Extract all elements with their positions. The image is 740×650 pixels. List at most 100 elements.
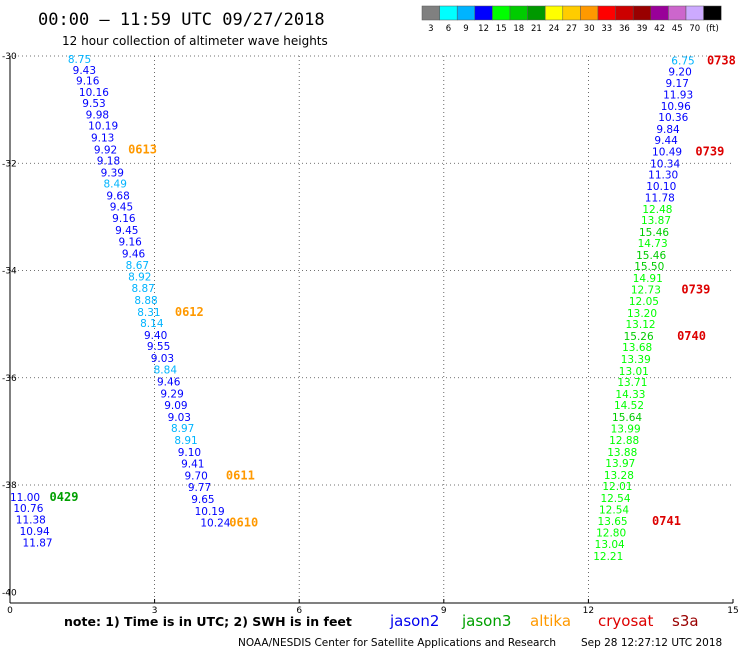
pass-time-label: 0739 (681, 282, 710, 296)
wave-height-label: 9.09 (164, 400, 187, 412)
color-swatch (492, 5, 511, 21)
wave-height-label: 14.33 (615, 389, 645, 401)
wave-height-label: 13.01 (619, 366, 649, 378)
wave-height-label: 9.70 (184, 470, 207, 482)
color-swatch (580, 5, 599, 21)
color-swatch (632, 5, 652, 21)
wave-height-label: 12.01 (602, 481, 632, 493)
wave-height-label: 13.99 (611, 424, 641, 436)
wave-height-label: 8.14 (140, 318, 164, 330)
wave-height-label: 13.87 (641, 215, 671, 227)
color-scale-label: 27 (566, 24, 577, 34)
pass-time-label: 0738 (707, 53, 736, 67)
color-swatch (685, 5, 704, 21)
wave-height-label: 8.92 (128, 271, 151, 283)
x-tick-label: 12 (583, 606, 594, 616)
pass-time-label: 0429 (50, 490, 79, 504)
wave-height-label: 15.46 (636, 250, 666, 262)
wave-height-label: 12.80 (596, 528, 626, 540)
wave-height-label: 11.38 (16, 514, 46, 526)
wave-height-label: 9.18 (97, 156, 120, 168)
satellite-legend: jason2 jason3 altika cryosat s3a (389, 612, 699, 630)
color-swatch (509, 5, 528, 21)
color-swatch (562, 5, 581, 21)
wave-height-label: 9.43 (73, 65, 96, 77)
color-scale-label: 36 (619, 24, 630, 34)
wave-height-label: 9.46 (157, 377, 181, 389)
wave-height-label: 15.46 (639, 227, 669, 239)
satellite-name: s3a (672, 612, 699, 630)
wave-height-label: 13.88 (607, 447, 637, 459)
wave-height-label: 9.46 (122, 248, 146, 260)
wave-height-label: 13.71 (617, 377, 647, 389)
color-swatch (650, 5, 669, 21)
wave-height-label: 9.77 (188, 482, 211, 494)
color-scale-label: 12 (478, 24, 489, 34)
generated-timestamp: Sep 28 12:27:12 UTC 2018 (581, 637, 722, 649)
x-tick-label: 0 (7, 606, 13, 616)
y-tick-label: -32 (2, 159, 17, 169)
wave-height-label: 9.53 (82, 98, 105, 110)
wave-height-label: 10.49 (652, 146, 682, 158)
wave-height-label: 12.54 (600, 493, 630, 505)
wave-height-label: 9.45 (115, 225, 138, 237)
wave-height-label: 9.40 (144, 330, 167, 342)
wave-height-label: 13.97 (605, 458, 635, 470)
color-swatch (668, 5, 687, 21)
wave-height-label: 10.96 (661, 101, 691, 113)
color-swatch (703, 5, 722, 21)
color-scale-label: 39 (637, 24, 648, 34)
wave-height-label: 9.03 (168, 412, 191, 424)
wave-height-label: 9.16 (118, 237, 142, 249)
color-swatch (527, 5, 546, 21)
wave-height-label: 12.48 (642, 204, 672, 216)
x-tick-label: 3 (152, 606, 158, 616)
pass-time-label: 0610 (229, 516, 258, 530)
wave-height-label: 9.10 (178, 447, 201, 459)
satellite-name: altika (530, 612, 571, 630)
color-scale-label: 42 (654, 24, 665, 34)
wave-height-label: 8.75 (68, 54, 91, 66)
wave-height-label: 13.20 (627, 308, 657, 320)
pass-time-label: 0739 (695, 144, 724, 158)
color-scale-label: 21 (531, 24, 542, 34)
wave-height-label: 9.55 (147, 341, 170, 353)
wave-height-label: 13.12 (626, 319, 656, 331)
chart-subtitle: 12 hour collection of altimeter wave hei… (62, 34, 328, 48)
wave-height-label: 10.36 (658, 112, 688, 124)
pass-time-label: 0612 (175, 305, 204, 319)
color-scale-label: 45 (672, 24, 683, 34)
wave-height-label: 15.64 (612, 412, 642, 424)
wave-height-label: 8.88 (134, 295, 157, 307)
wave-height-label: 9.65 (191, 494, 214, 506)
wave-height-label: 8.91 (174, 435, 197, 447)
color-swatch (597, 5, 616, 21)
wave-height-label: 11.87 (23, 537, 53, 549)
plot-axes: 0 3 6 9 12 15 -30 -32 -34 -36 -38 -40 (2, 52, 739, 616)
chart-title: 00:00 – 11:59 UTC 09/27/2018 (38, 10, 325, 30)
wave-height-label: 12.73 (631, 284, 661, 296)
wave-height-label: 11.93 (663, 90, 693, 102)
satellite-name: cryosat (598, 612, 653, 630)
wave-height-label: 10.19 (195, 506, 225, 518)
wave-height-label: 9.39 (101, 167, 124, 179)
wave-height-label: 9.16 (112, 213, 136, 225)
wave-height-label: 9.17 (666, 78, 689, 90)
color-scale-label: 24 (549, 24, 560, 34)
color-scale-label: 18 (513, 24, 524, 34)
color-swatch (544, 5, 564, 21)
wave-height-label: 9.29 (160, 388, 183, 400)
wave-height-label: 9.16 (76, 76, 100, 88)
wave-height-label: 9.45 (110, 202, 133, 214)
wave-height-label: 9.03 (151, 353, 174, 365)
satellite-name: jason3 (461, 612, 511, 630)
wave-height-label: 10.94 (20, 526, 50, 538)
wave-height-label: 8.97 (171, 423, 194, 435)
wave-height-label: 8.87 (131, 283, 154, 295)
color-swatch (456, 5, 476, 21)
color-scale-label: 30 (584, 24, 595, 34)
wave-height-label: 9.13 (91, 133, 114, 145)
wave-height-label: 14.52 (614, 400, 644, 412)
color-scale-label: 33 (601, 24, 612, 34)
